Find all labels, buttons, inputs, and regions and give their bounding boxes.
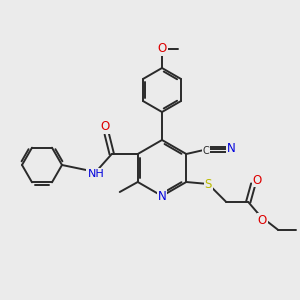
Text: NH: NH [87, 169, 104, 179]
Text: O: O [100, 121, 110, 134]
Text: N: N [158, 190, 166, 202]
Text: O: O [158, 43, 166, 56]
Text: C: C [203, 146, 210, 156]
Text: S: S [205, 178, 212, 190]
Text: O: O [258, 214, 267, 226]
Text: O: O [253, 173, 262, 187]
Text: N: N [227, 142, 236, 155]
